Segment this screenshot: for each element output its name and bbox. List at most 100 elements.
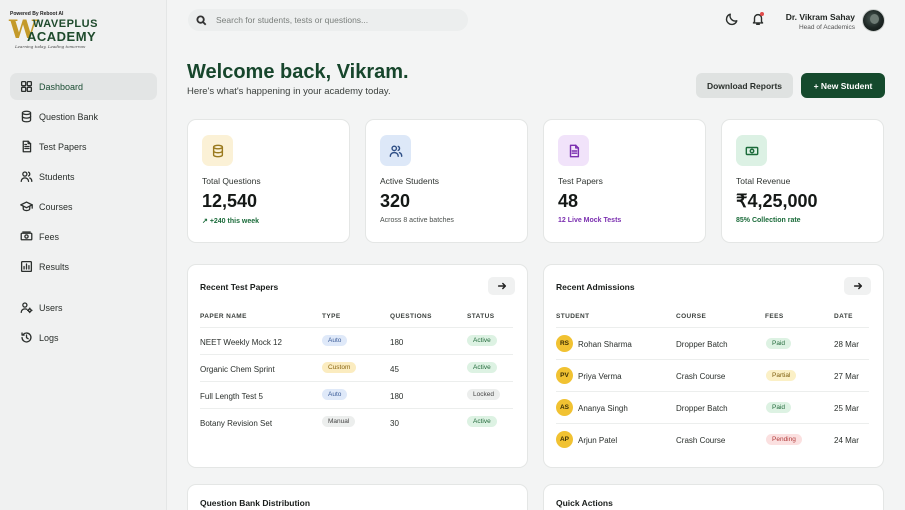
table-row[interactable]: AP Arjun Patel Crash Course Pending 24 M…: [556, 423, 869, 455]
panel-title: Question Bank Distribution: [200, 498, 311, 508]
stat-label: Test Papers: [558, 176, 603, 186]
page-title: Welcome back, Vikram.: [187, 61, 409, 83]
brand-logo[interactable]: Powered By Reboot AI W WAVEPLUS ACADEMY …: [9, 11, 119, 51]
dark-mode-toggle[interactable]: [725, 12, 739, 26]
paper-name: Organic Chem Sprint: [200, 365, 275, 374]
stat-value: 12,540: [202, 191, 258, 211]
bar-chart-icon: [19, 260, 33, 274]
stat-card-total-revenue: Total Revenue ₹4,25,000 85% Collection r…: [721, 119, 884, 243]
view-all-tests-button[interactable]: [488, 277, 515, 295]
money-icon: [736, 135, 767, 166]
question-count: 45: [390, 365, 399, 374]
sidebar-item-label: Students: [39, 171, 75, 182]
type-badge: Auto: [322, 335, 348, 346]
logo-tagline: Learning today, Leading tomorrow: [15, 44, 86, 49]
sidebar-item-results[interactable]: Results: [10, 253, 157, 280]
column-header: PAPER NAME: [200, 313, 247, 320]
sidebar-item-courses[interactable]: Courses: [10, 193, 157, 220]
status-badge: Active: [467, 362, 497, 373]
table-row[interactable]: Full Length Test 5 Auto 180 Locked: [200, 381, 513, 408]
table-row[interactable]: Botany Revision Set Manual 30 Active: [200, 408, 513, 435]
logo-name-top: WAVEPLUS: [33, 18, 98, 30]
table-row[interactable]: RS Rohan Sharma Dropper Batch Paid 28 Ma…: [556, 327, 869, 359]
sidebar-item-label: Test Papers: [39, 141, 87, 152]
admission-date: 24 Mar: [834, 436, 859, 445]
avatar[interactable]: [862, 9, 885, 32]
users-icon: [19, 170, 33, 184]
stat-card-total-questions: Total Questions 12,540 ↗ +240 this week: [187, 119, 350, 243]
sidebar-item-label: Results: [39, 261, 70, 272]
paper-name: Botany Revision Set: [200, 419, 273, 428]
type-badge: Custom: [322, 362, 357, 373]
status-badge: Active: [467, 416, 497, 427]
sidebar-item-test-papers[interactable]: Test Papers: [10, 133, 157, 160]
stat-label: Active Students: [380, 176, 440, 186]
question-count: 180: [390, 392, 404, 401]
new-student-button[interactable]: + New Student: [801, 73, 885, 98]
sidebar-item-logs[interactable]: Logs: [10, 324, 157, 351]
sidebar-item-students[interactable]: Students: [10, 163, 157, 190]
student-name: Arjun Patel: [578, 436, 618, 445]
admission-date: 27 Mar: [834, 372, 859, 381]
trend-up-icon: ↗: [202, 218, 210, 225]
panel-title: Quick Actions: [556, 498, 613, 508]
recent-test-papers-panel: Recent Test Papers PAPER NAME TYPE QUEST…: [187, 264, 528, 468]
download-reports-button[interactable]: Download Reports: [696, 73, 793, 98]
column-header: STATUS: [467, 313, 495, 320]
student-initials-avatar: AP: [556, 431, 573, 448]
table-row[interactable]: PV Priya Verma Crash Course Partial 27 M…: [556, 359, 869, 391]
table-row[interactable]: NEET Weekly Mock 12 Auto 180 Active: [200, 327, 513, 354]
graduation-cap-icon: [19, 200, 33, 214]
student-initials-avatar: RS: [556, 335, 573, 352]
stat-note: 85% Collection rate: [736, 217, 801, 224]
sidebar-item-fees[interactable]: Fees: [10, 223, 157, 250]
student-initials-avatar: PV: [556, 367, 573, 384]
document-icon: [19, 140, 33, 154]
view-all-admissions-button[interactable]: [844, 277, 871, 295]
course-name: Dropper Batch: [676, 340, 728, 349]
sidebar-item-label: Logs: [39, 332, 59, 343]
stat-label: Total Revenue: [736, 176, 791, 186]
search-input[interactable]: [216, 15, 456, 25]
stat-card-test-papers: Test Papers 48 12 Live Mock Tests: [543, 119, 706, 243]
student-initials-avatar: AS: [556, 399, 573, 416]
paper-name: NEET Weekly Mock 12: [200, 338, 282, 347]
student-name: Rohan Sharma: [578, 340, 632, 349]
stat-note: Across 8 active batches: [380, 217, 454, 224]
notifications-button[interactable]: [751, 12, 765, 26]
column-header: QUESTIONS: [390, 313, 432, 320]
arrow-right-icon: [497, 282, 506, 290]
course-name: Crash Course: [676, 372, 726, 381]
stat-card-active-students: Active Students 320 Across 8 active batc…: [365, 119, 528, 243]
table-row[interactable]: AS Ananya Singh Dropper Batch Paid 25 Ma…: [556, 391, 869, 423]
sidebar-item-question-bank[interactable]: Question Bank: [10, 103, 157, 130]
users-icon: [380, 135, 411, 166]
status-badge: Locked: [467, 389, 500, 400]
user-role: Head of Academics: [798, 24, 855, 31]
admission-date: 28 Mar: [834, 340, 859, 349]
user-info[interactable]: Dr. Vikram Sahay Head of Academics: [786, 12, 855, 31]
notification-dot: [760, 12, 764, 16]
history-icon: [19, 331, 33, 345]
sidebar-item-dashboard[interactable]: Dashboard: [10, 73, 157, 100]
panel-title: Recent Test Papers: [200, 282, 279, 292]
search-bar[interactable]: [188, 9, 468, 31]
sidebar-item-label: Courses: [39, 201, 73, 212]
sidebar-item-label: Users: [39, 302, 63, 313]
fees-badge: Pending: [766, 434, 802, 445]
moon-icon: [725, 13, 738, 26]
recent-admissions-panel: Recent Admissions STUDENT COURSE FEES DA…: [543, 264, 884, 468]
fees-badge: Paid: [766, 338, 792, 349]
sidebar-nav: Dashboard Question Bank Test Papers Stud…: [10, 73, 157, 354]
sidebar-item-label: Dashboard: [39, 81, 84, 92]
sidebar-item-users[interactable]: Users: [10, 294, 157, 321]
student-name: Ananya Singh: [578, 404, 628, 413]
bell-icon: [752, 13, 764, 25]
table-row[interactable]: Organic Chem Sprint Custom 45 Active: [200, 354, 513, 381]
logo-name-bottom: ACADEMY: [27, 29, 97, 44]
user-name: Dr. Vikram Sahay: [785, 12, 855, 22]
sidebar-item-label: Fees: [39, 231, 60, 242]
student-name: Priya Verma: [578, 372, 622, 381]
logo-mark: W: [9, 15, 37, 44]
stat-note: 12 Live Mock Tests: [558, 217, 622, 224]
